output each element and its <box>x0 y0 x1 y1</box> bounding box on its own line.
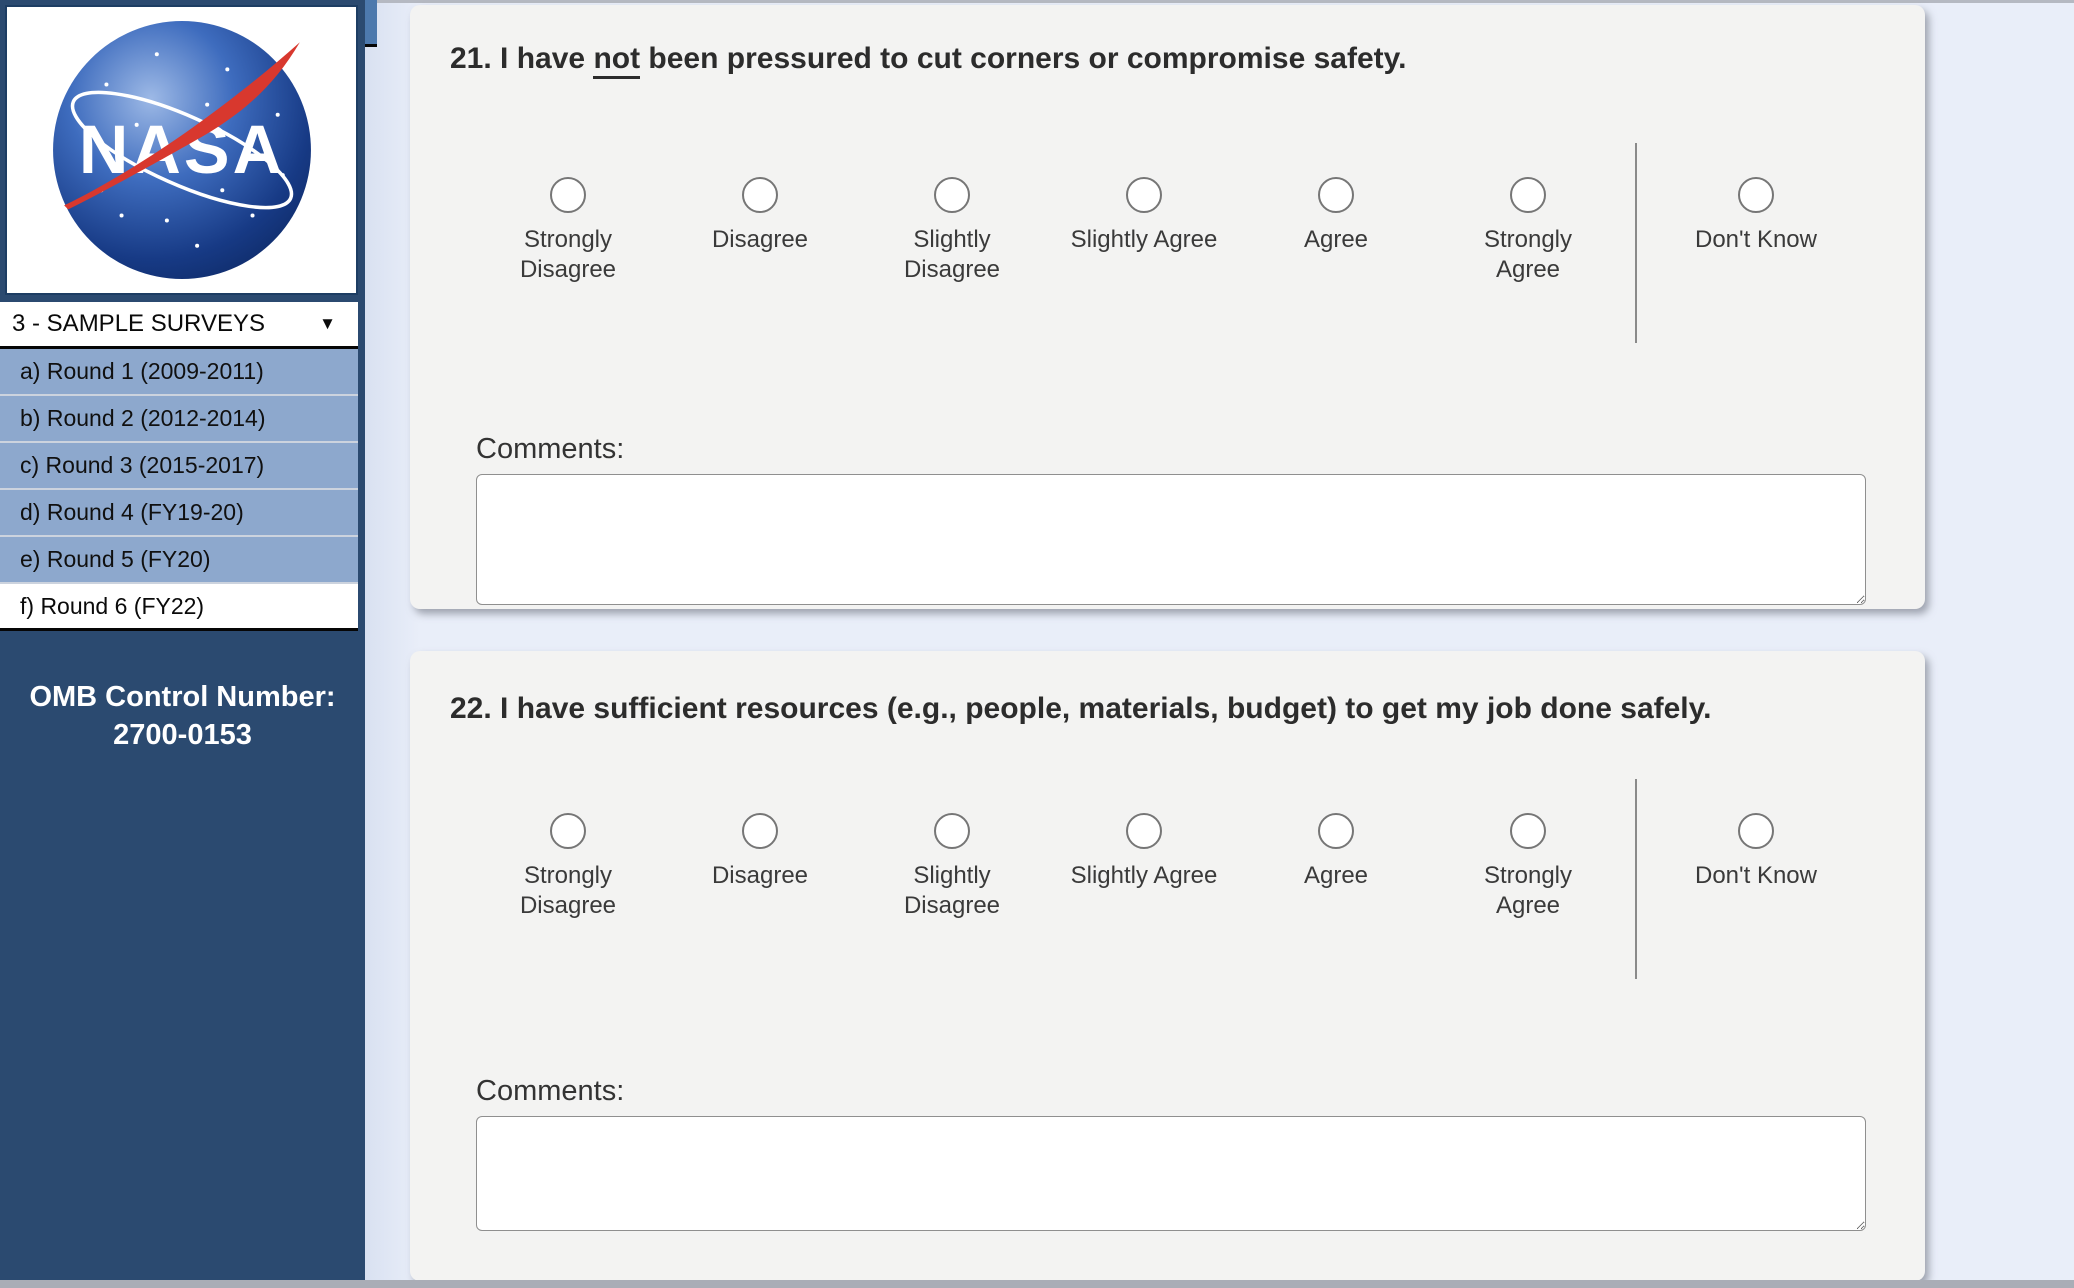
radio-label: Slightly Disagree <box>903 226 1001 283</box>
omb-control-number: OMB Control Number: 2700-0153 <box>0 679 365 754</box>
likert-option-agree: Agree <box>1240 813 1432 891</box>
radio-button-slightly-agree[interactable] <box>1126 813 1162 849</box>
question-22-card: 22. I have sufficient resources (e.g., p… <box>410 651 1925 1280</box>
radio-button-strongly-disagree[interactable] <box>550 177 586 213</box>
likert-option-agree: Agree <box>1240 177 1432 255</box>
question-22-title: 22. I have sufficient resources (e.g., p… <box>450 691 1810 727</box>
likert-option-strongly-agree: Strongly Agree <box>1432 177 1624 285</box>
comments-textarea-q22[interactable] <box>476 1116 1866 1231</box>
question-text-underlined: not <box>593 42 641 79</box>
radio-label: Disagree <box>711 226 809 253</box>
nasa-logo: NASA <box>52 21 311 279</box>
radio-button-strongly-agree[interactable] <box>1510 813 1546 849</box>
scale-divider <box>1635 779 1637 979</box>
chevron-down-icon: ▼ <box>319 314 336 333</box>
sidebar-item-label: c) Round 3 (2015-2017) <box>20 452 265 478</box>
sidebar-item-label: e) Round 5 (FY20) <box>20 546 211 572</box>
comments-textarea-q21[interactable] <box>476 474 1866 605</box>
radio-button-dont-know[interactable] <box>1738 177 1774 213</box>
likert-option-dont-know: Don't Know <box>1651 177 1861 255</box>
sidebar: NASA 1 - TAKE THE SURVEY 2 - SURVEY INFO… <box>0 0 377 1280</box>
comments-label: Comments: <box>476 433 625 465</box>
window-top-edge <box>365 0 2074 3</box>
radio-button-disagree[interactable] <box>742 177 778 213</box>
sidebar-item-round-5[interactable]: e) Round 5 (FY20) <box>0 537 358 584</box>
sidebar-item-round-4[interactable]: d) Round 4 (FY19-20) <box>0 490 358 537</box>
radio-label: Don't Know <box>1695 862 1817 889</box>
nasa-wordmark: NASA <box>78 111 284 188</box>
radio-label: Disagree <box>711 862 809 889</box>
radio-button-agree[interactable] <box>1318 177 1354 213</box>
likert-option-strongly-disagree: Strongly Disagree <box>472 177 664 285</box>
likert-option-slightly-agree: Slightly Agree <box>1048 813 1240 891</box>
comments-label: Comments: <box>476 1075 625 1107</box>
likert-option-disagree: Disagree <box>664 177 856 255</box>
likert-option-dont-know: Don't Know <box>1651 813 1861 891</box>
likert-option-slightly-disagree: Slightly Disagree <box>856 177 1048 285</box>
question-text-segment: 22. I have sufficient resources (e.g., p… <box>450 692 1712 725</box>
question-21-card: 21. I have not been pressured to cut cor… <box>410 5 1925 609</box>
scale-divider <box>1635 143 1637 343</box>
radio-button-slightly-disagree[interactable] <box>934 177 970 213</box>
omb-value: 2700-0153 <box>113 718 252 751</box>
radio-label: Slightly Agree <box>1070 226 1218 253</box>
sidebar-item-round-2[interactable]: b) Round 2 (2012-2014) <box>0 396 358 443</box>
question-21-comments: Comments: <box>450 433 1885 605</box>
radio-button-dont-know[interactable] <box>1738 813 1774 849</box>
radio-label: Agree <box>1303 226 1369 253</box>
likert-option-strongly-disagree: Strongly Disagree <box>472 813 664 921</box>
likert-option-slightly-agree: Slightly Agree <box>1048 177 1240 255</box>
radio-button-slightly-disagree[interactable] <box>934 813 970 849</box>
sidebar-item-sample-surveys[interactable]: 3 - SAMPLE SURVEYS ▼ <box>0 302 358 349</box>
sidebar-item-label: f) Round 6 (FY22) <box>20 592 205 619</box>
radio-label: Strongly Agree <box>1483 862 1573 919</box>
radio-label: Strongly Disagree <box>519 226 617 283</box>
radio-label: Don't Know <box>1695 226 1817 253</box>
radio-label: Slightly Disagree <box>903 862 1001 919</box>
radio-button-slightly-agree[interactable] <box>1126 177 1162 213</box>
radio-label: Strongly Agree <box>1483 226 1573 283</box>
horizontal-scrollbar[interactable] <box>0 1280 2074 1288</box>
radio-button-strongly-disagree[interactable] <box>550 813 586 849</box>
question-22-likert-scale: Strongly Disagree Disagree Slightly Disa… <box>450 779 1885 979</box>
nasa-logo-box: NASA <box>5 5 358 295</box>
radio-button-disagree[interactable] <box>742 813 778 849</box>
sidebar-item-label: a) Round 1 (2009-2011) <box>20 358 264 384</box>
radio-button-strongly-agree[interactable] <box>1510 177 1546 213</box>
likert-option-strongly-agree: Strongly Agree <box>1432 813 1624 921</box>
sidebar-item-round-3[interactable]: c) Round 3 (2015-2017) <box>0 443 358 490</box>
sidebar-item-label: b) Round 2 (2012-2014) <box>20 405 266 431</box>
radio-label: Slightly Agree <box>1070 862 1218 889</box>
sidebar-menu: 1 - TAKE THE SURVEY 2 - SURVEY INFORMATI… <box>0 0 377 631</box>
radio-button-agree[interactable] <box>1318 813 1354 849</box>
orbit-ellipse <box>70 90 293 210</box>
likert-option-slightly-disagree: Slightly Disagree <box>856 813 1048 921</box>
likert-option-disagree: Disagree <box>664 813 856 891</box>
radio-label: Strongly Disagree <box>519 862 617 919</box>
question-text-segment: 21. I have <box>450 42 594 75</box>
question-text-segment: been pressured to cut corners or comprom… <box>640 42 1407 75</box>
sidebar-item-home[interactable]: 10 - HOME <box>365 0 377 47</box>
main-content: 21. I have not been pressured to cut cor… <box>365 0 2074 1280</box>
question-22-comments: Comments: <box>450 1075 1885 1231</box>
radio-label: Agree <box>1303 862 1369 889</box>
question-21-title: 21. I have not been pressured to cut cor… <box>450 41 1810 79</box>
omb-label: OMB Control Number: <box>29 681 336 713</box>
sidebar-item-round-1[interactable]: a) Round 1 (2009-2011) <box>0 349 358 396</box>
question-21-likert-scale: Strongly Disagree Disagree Slightly Disa… <box>450 143 1885 343</box>
nasa-sphere <box>52 21 311 279</box>
sidebar-item-label: d) Round 4 (FY19-20) <box>20 499 244 525</box>
sidebar-item-round-6-selected[interactable]: f) Round 6 (FY22) <box>0 584 358 631</box>
sidebar-item-label: 3 - SAMPLE SURVEYS <box>12 310 265 337</box>
